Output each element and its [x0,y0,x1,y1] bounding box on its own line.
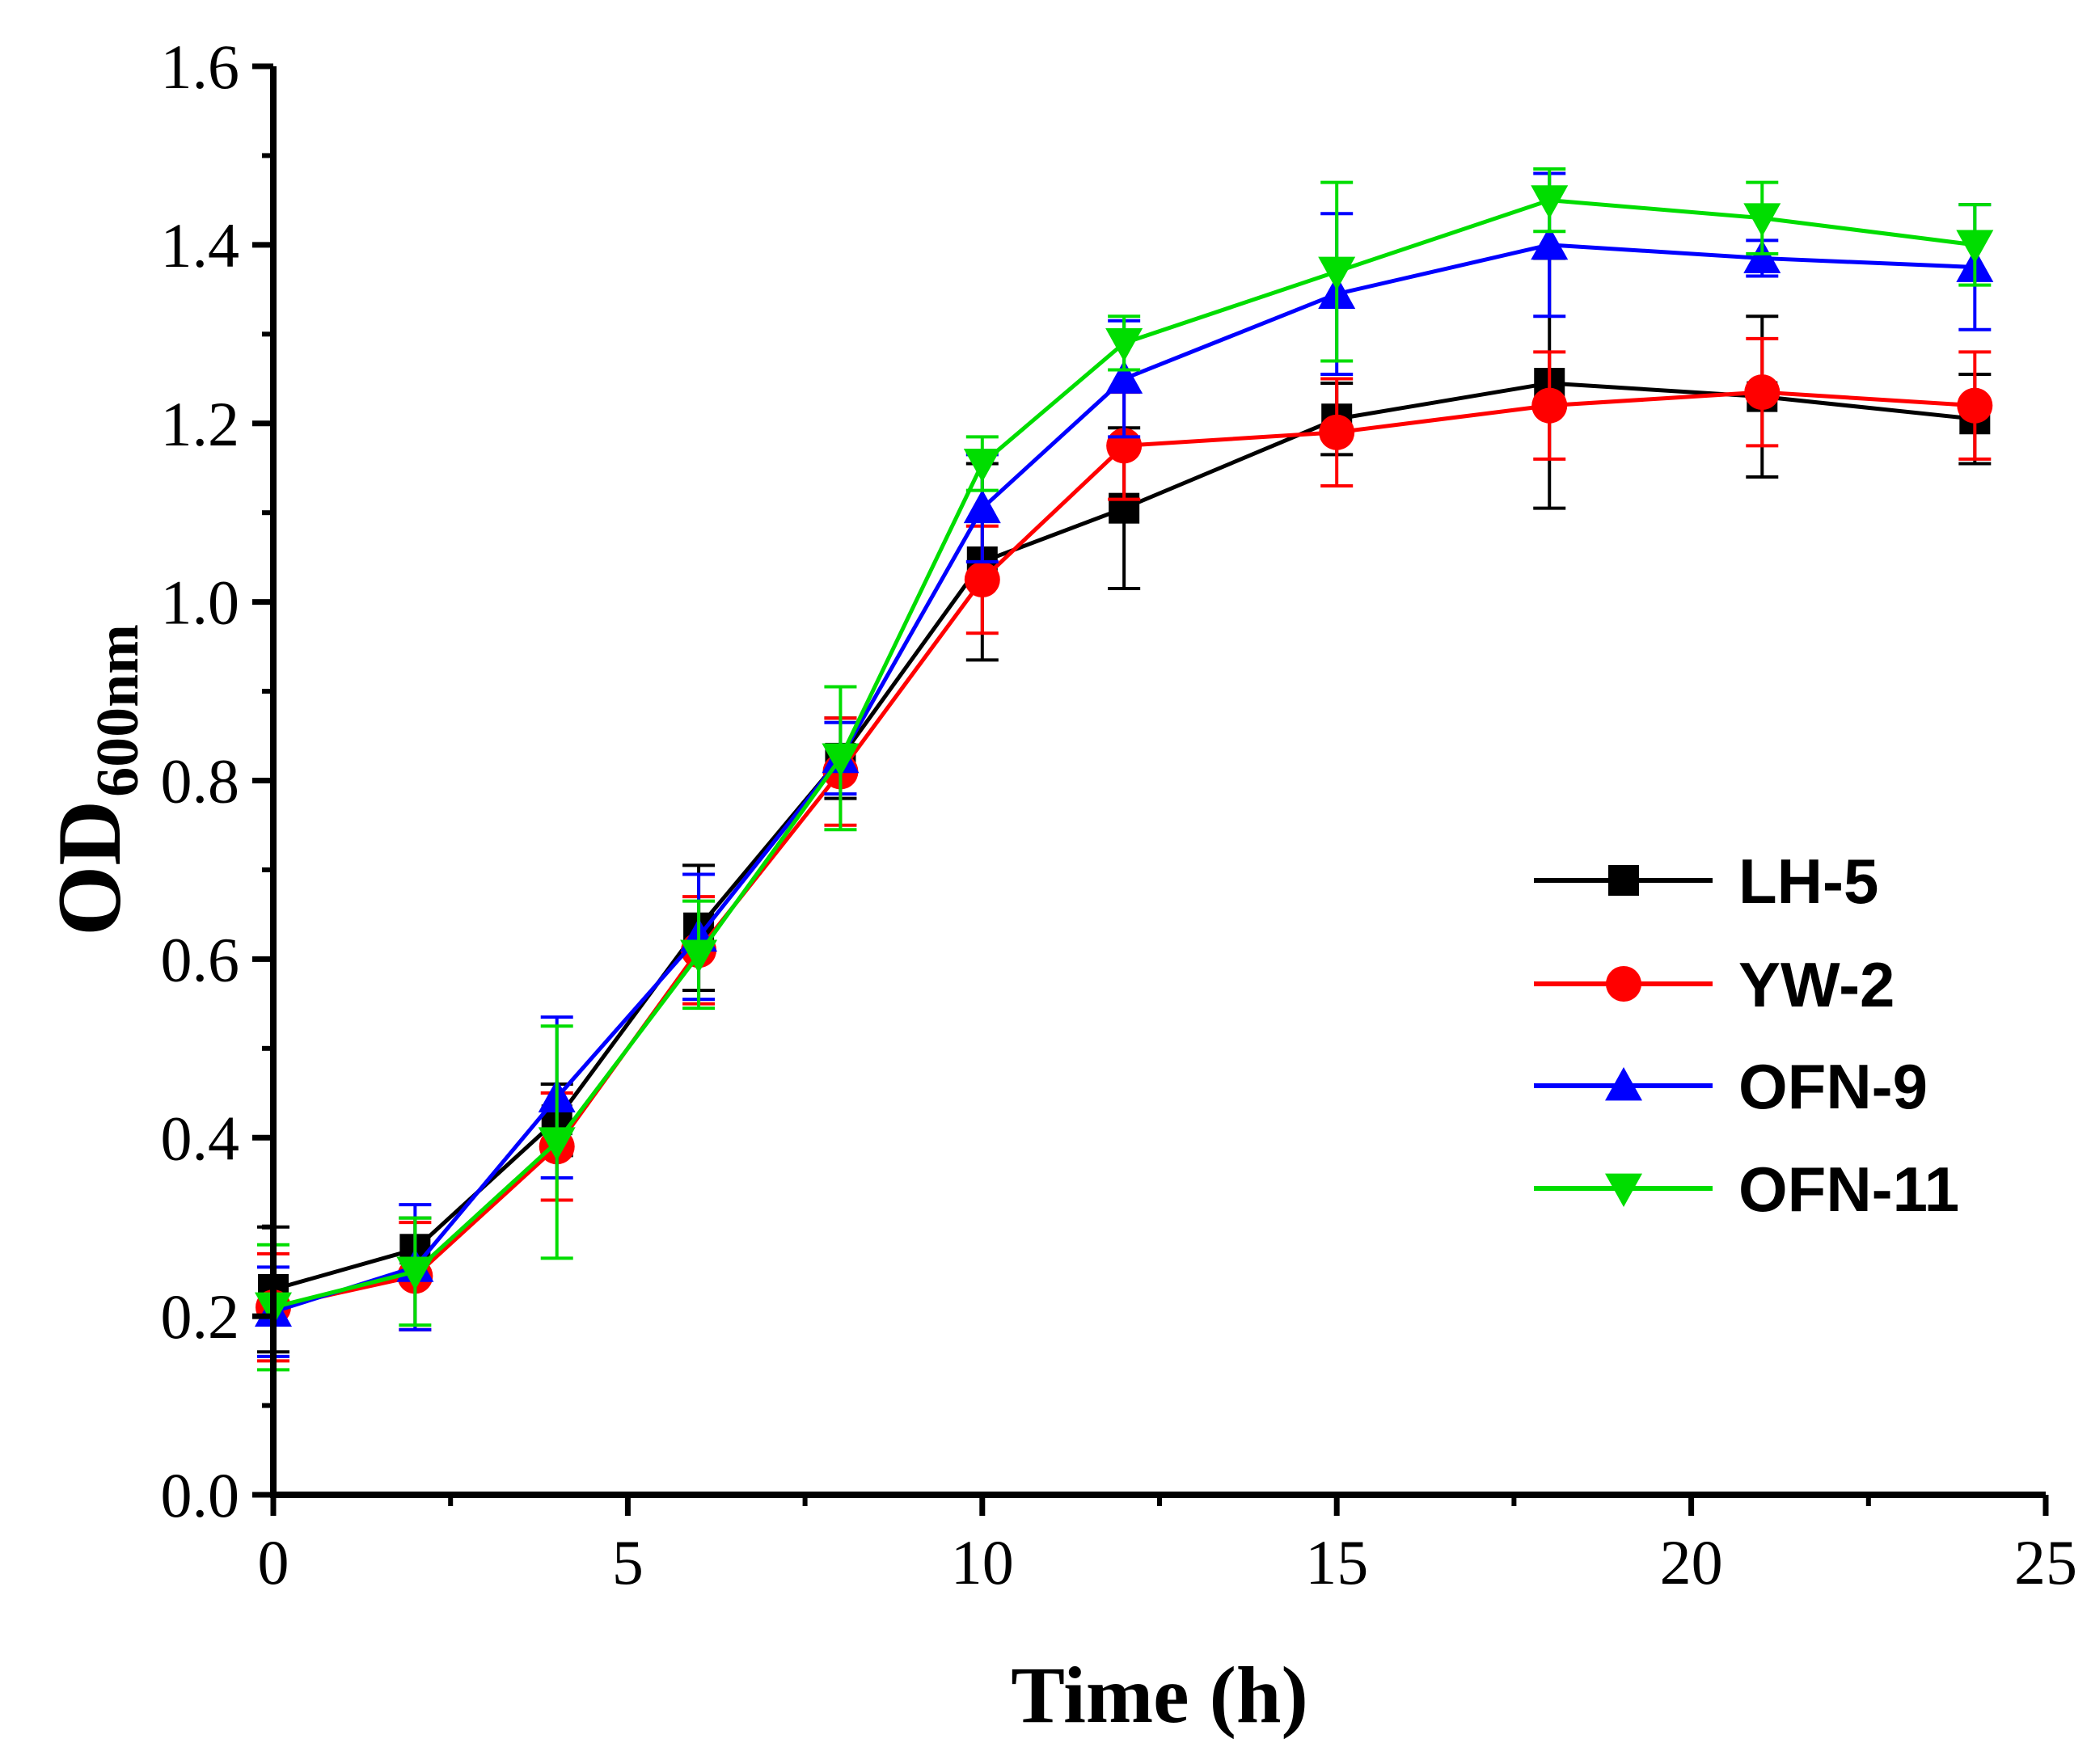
legend-item-lh-5: LH-5 [1534,846,1878,917]
data-point [822,743,860,777]
data-point [1531,387,1568,424]
series-ofn-11 [255,167,1994,1372]
legend: LH-5 YW-2 OFN-9 OFN-11 [1534,846,1959,1225]
data-point [1743,203,1781,237]
data-point [1956,230,1994,264]
x-tick-label: 0 [258,1527,289,1597]
legend-item-yw-2: YW-2 [1534,949,1895,1020]
data-point [964,562,1000,598]
data-point [680,939,718,973]
series-yw-2 [256,336,1993,1363]
legend-marker [1606,966,1641,1002]
y-tick-label: 1.4 [161,210,240,281]
legend-label: OFN-9 [1738,1051,1928,1122]
y-tick-label: 1.2 [161,389,240,459]
data-point [1105,360,1143,394]
legend-marker [1608,865,1639,896]
legend-label: YW-2 [1738,949,1895,1020]
y-tick-label: 0.4 [161,1103,240,1173]
y-tick-label: 1.0 [161,568,240,638]
y-tick-label: 0.0 [161,1460,240,1530]
y-tick-label: 1.6 [161,32,240,102]
y-tick-label: 0.2 [161,1281,240,1352]
y-tick-label: 0.8 [161,746,240,817]
y-tick-label: 0.6 [161,924,240,994]
data-point [963,489,1001,524]
x-tick-label: 15 [1305,1527,1368,1597]
data-point [963,449,1001,483]
y-axis-title-subscript: 600nm [85,624,151,797]
legend-marker [1605,1173,1642,1207]
data-point [1531,226,1569,260]
y-axis-title: OD 600nm [40,624,151,936]
axes: 0.0 0.2 0.4 0.6 0.8 1.0 1.2 1.4 1.6 0 5 10 15 20 25 [161,32,2078,1597]
data-point [1531,185,1569,219]
plot-area [255,167,1994,1372]
data-point [1105,327,1143,362]
legend-label: LH-5 [1738,846,1878,917]
legend-label: OFN-11 [1738,1154,1959,1225]
legend-item-ofn-11: OFN-11 [1534,1154,1959,1225]
data-point [1957,387,1993,424]
data-point [396,1256,434,1290]
x-tick-label: 5 [612,1527,644,1597]
x-tick-label: 10 [951,1527,1014,1597]
x-tick-label: 25 [2014,1527,2077,1597]
legend-item-ofn-9: OFN-9 [1534,1051,1928,1122]
data-point [1319,414,1355,450]
data-point [538,1127,576,1161]
data-point [1744,374,1781,411]
data-point [1743,239,1781,273]
x-axis-title: Time (h) [1011,1650,1308,1740]
x-tick-label: 20 [1660,1527,1723,1597]
legend-marker [1605,1067,1642,1101]
y-axis-title-main: OD [40,800,140,936]
data-point [1318,256,1356,291]
